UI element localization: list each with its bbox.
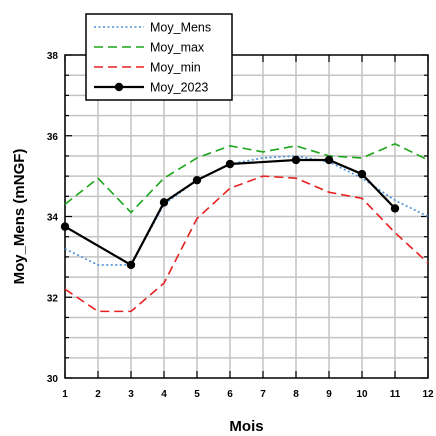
y-tick-label: 34 xyxy=(47,213,59,224)
x-tick-label: 8 xyxy=(293,389,299,400)
x-axis-title: Mois xyxy=(229,418,263,435)
x-tick-label: 5 xyxy=(194,389,200,400)
series-line-moy-mens xyxy=(64,155,429,266)
series-line-moy-max xyxy=(64,142,429,214)
data-point-moy-2023 xyxy=(225,159,235,169)
x-tick-label: 6 xyxy=(227,389,233,400)
legend-marker xyxy=(114,82,124,92)
x-tick-label: 12 xyxy=(422,389,434,400)
legend-entry-label: Moy_min xyxy=(150,61,201,75)
x-tick-label: 1 xyxy=(62,389,68,400)
data-point-moy-2023 xyxy=(60,222,70,231)
x-tick-label: 10 xyxy=(356,389,368,400)
y-tick-label: 32 xyxy=(47,293,59,304)
y-tick-label: 36 xyxy=(47,132,59,143)
grid xyxy=(64,55,429,378)
data-point-moy-2023 xyxy=(357,169,367,179)
data-point-moy-2023 xyxy=(291,155,301,165)
data-point-moy-2023 xyxy=(192,175,202,185)
y-axis-title: Moy_Mens (mNGF) xyxy=(11,149,28,285)
x-tick-label: 3 xyxy=(128,389,134,400)
x-tick-label: 4 xyxy=(161,389,167,400)
series-lines xyxy=(60,142,429,313)
data-point-moy-2023 xyxy=(159,198,169,207)
series-line-moy-min xyxy=(64,175,429,313)
x-tick-label: 11 xyxy=(390,389,401,400)
legend-entry-label: Moy_Mens xyxy=(150,21,211,35)
data-point-moy-2023 xyxy=(126,260,136,270)
x-tick-label: 7 xyxy=(260,389,266,400)
data-point-moy-2023 xyxy=(390,204,400,213)
x-tick-label: 9 xyxy=(326,389,332,400)
legend-box xyxy=(85,13,233,101)
y-tick-label: 38 xyxy=(47,51,59,62)
legend-entry-label: Moy_2023 xyxy=(150,81,208,95)
legend: Moy_Mens Moy_max Moy_min Moy_2023 xyxy=(85,13,233,101)
y-tick-label: 30 xyxy=(47,374,59,385)
x-tick-label: 2 xyxy=(95,389,101,400)
legend-entry-label: Moy_max xyxy=(150,41,205,55)
data-point-moy-2023 xyxy=(324,155,334,165)
